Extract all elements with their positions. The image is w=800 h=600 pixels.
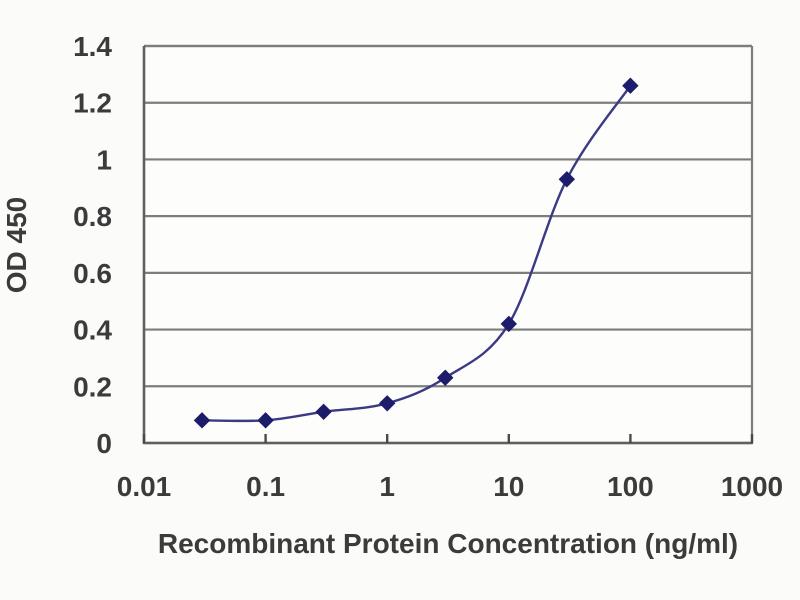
y-tick-label: 0.6 xyxy=(73,258,112,289)
data-point-marker xyxy=(558,171,576,188)
x-tick-label: 1000 xyxy=(721,471,783,502)
y-tick-label: 0.8 xyxy=(73,201,112,232)
x-tick-label: 10 xyxy=(493,471,524,502)
data-point-marker xyxy=(193,412,211,429)
x-axis-title: Recombinant Protein Concentration (ng/ml… xyxy=(157,528,739,559)
data-point-marker xyxy=(622,77,639,94)
data-point-marker xyxy=(315,403,332,421)
x-tick-label: 0.01 xyxy=(117,471,172,502)
plot-area xyxy=(144,46,752,443)
y-tick-label: 1.2 xyxy=(73,88,112,119)
y-tick-label: 0.2 xyxy=(73,371,112,402)
y-axis-title: OD 450 xyxy=(1,196,32,294)
y-tick-label: 1.4 xyxy=(73,31,112,62)
y-tick-label: 0 xyxy=(96,428,112,459)
data-point-marker xyxy=(437,369,454,386)
data-point-marker xyxy=(257,412,274,429)
data-point-marker xyxy=(500,315,518,333)
x-tick-label: 100 xyxy=(607,471,654,502)
x-tick-label: 1 xyxy=(379,471,395,502)
data-point-marker xyxy=(378,395,396,412)
y-tick-label: 1 xyxy=(96,144,112,175)
y-tick-label: 0.4 xyxy=(73,315,112,346)
x-tick-label: 0.1 xyxy=(246,471,285,502)
